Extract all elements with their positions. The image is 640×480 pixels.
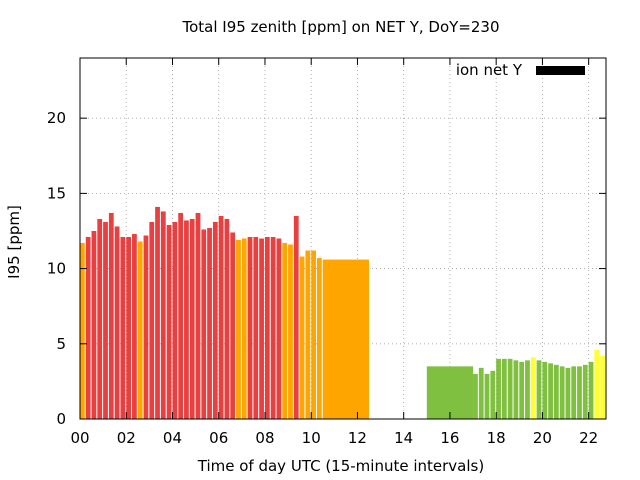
bar [91, 230, 97, 419]
bar [236, 240, 241, 419]
bar [501, 358, 507, 419]
y-tick-label: 0 [56, 410, 66, 428]
x-tick-label: 00 [70, 429, 89, 447]
bar [600, 355, 605, 419]
bar [207, 227, 212, 419]
x-tick-label: 14 [394, 429, 413, 447]
bar [490, 370, 496, 419]
bar [513, 360, 519, 419]
bar [548, 363, 553, 419]
bar [126, 236, 132, 419]
bar [588, 361, 594, 419]
bar [259, 238, 264, 419]
bar [311, 250, 316, 419]
bar [571, 366, 577, 419]
bar [484, 373, 490, 419]
legend-swatch [536, 66, 585, 75]
bar [218, 215, 224, 419]
bar [132, 233, 137, 419]
bar [97, 218, 103, 419]
bar [530, 357, 536, 419]
x-tick-label: 10 [302, 429, 321, 447]
ticks: 0 5 10 15 20 00 02 04 06 08 10 12 14 16 18 20 22 [47, 58, 606, 447]
bar [577, 366, 582, 419]
bar [155, 206, 160, 419]
x-tick-label: 20 [533, 429, 552, 447]
bar [264, 236, 270, 419]
x-tick-label: 18 [487, 429, 506, 447]
bar [478, 367, 484, 419]
bar [120, 236, 126, 419]
bar [201, 229, 207, 419]
y-axis-label: I95 [ppm] [5, 205, 23, 279]
bar [305, 250, 311, 419]
x-tick-label: 12 [348, 429, 367, 447]
bar [582, 364, 588, 419]
bar [496, 358, 501, 419]
bar [178, 212, 184, 419]
x-tick-label: 06 [209, 429, 228, 447]
bar [288, 244, 293, 419]
bar [299, 256, 305, 419]
x-tick-label: 22 [579, 429, 598, 447]
bar [473, 373, 478, 419]
bar [542, 361, 548, 419]
bar [270, 236, 276, 419]
bar [282, 243, 288, 419]
y-tick-label: 10 [47, 260, 66, 278]
bar [108, 212, 114, 419]
bar [103, 221, 108, 419]
bar [114, 226, 120, 419]
bar [507, 358, 513, 419]
chart-title: Total I95 zenith [ppm] on NET Y, DoY=230 [181, 18, 499, 36]
bar [559, 366, 565, 419]
bar [189, 218, 195, 419]
bar [149, 221, 155, 419]
bar [525, 360, 530, 419]
bar [594, 349, 600, 419]
y-tick-label: 15 [47, 184, 66, 202]
legend: ion net Y [456, 61, 585, 79]
x-tick-label: 16 [440, 429, 459, 447]
bar [137, 241, 143, 419]
bar [224, 218, 230, 419]
bar [166, 224, 172, 419]
x-axis-label: Time of day UTC (15-minute intervals) [197, 457, 484, 475]
bar [253, 236, 259, 419]
bar [316, 258, 322, 419]
bar [85, 236, 91, 419]
x-tick-label: 02 [117, 429, 136, 447]
bar [293, 215, 299, 419]
bar [212, 221, 218, 419]
bar [247, 236, 253, 419]
bar [143, 235, 149, 419]
bar [241, 238, 247, 419]
bar [565, 367, 571, 419]
bar [426, 366, 474, 419]
x-tick-label: 08 [255, 429, 274, 447]
bar [322, 259, 370, 419]
bar [553, 364, 559, 419]
bar [80, 243, 85, 419]
y-tick-label: 20 [47, 109, 66, 127]
bar [276, 238, 282, 419]
legend-label: ion net Y [456, 61, 523, 79]
plot-border [79, 57, 607, 420]
bar [184, 220, 189, 419]
y-tick-label: 5 [56, 335, 66, 353]
bar [160, 211, 166, 419]
bar [536, 360, 542, 419]
bar [195, 212, 201, 419]
bar [172, 221, 178, 419]
bar [230, 232, 236, 419]
x-tick-label: 04 [163, 429, 182, 447]
bar [519, 361, 525, 419]
bars [80, 206, 605, 419]
